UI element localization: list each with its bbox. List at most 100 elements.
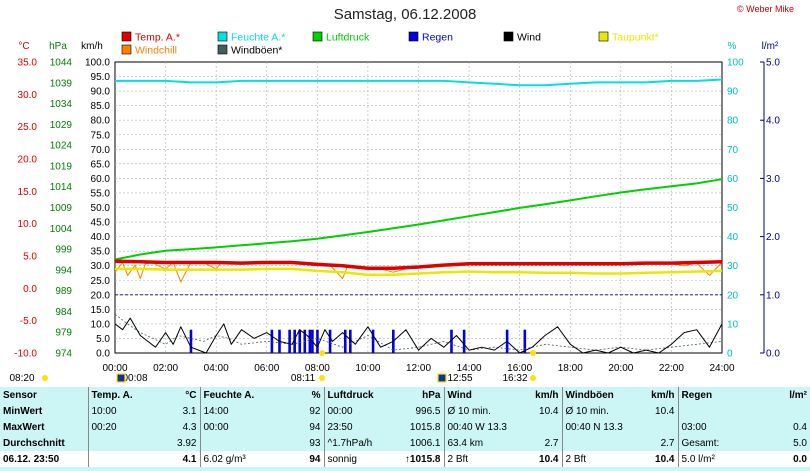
x-axis-tick: 04:00	[204, 363, 229, 374]
rain-axis-tick: 5.0	[766, 58, 780, 69]
windboeen-mean: 2.7	[660, 437, 675, 449]
x-axis-tick: 08:00	[305, 363, 330, 374]
temp-axis-tick: 15.0	[18, 187, 38, 198]
header-temp: Temp. A.	[87, 387, 148, 403]
regen-min	[744, 403, 810, 419]
rain-bar	[189, 329, 193, 353]
windboeen-avg-label: Ø 10 min.	[561, 403, 622, 419]
sun-marker-icon	[530, 375, 536, 381]
header-regen-unit: l/m²	[789, 389, 807, 401]
temp-min-time: 10:00	[87, 403, 148, 419]
rain-bar	[308, 329, 312, 353]
humidity-axis-tick: 10	[727, 319, 739, 330]
temp-axis-tick: 5.0	[23, 252, 37, 263]
row-label: MaxWert	[3, 421, 45, 433]
luftdruck-max-time: 23:50	[323, 419, 384, 435]
temp-max: 4.3	[182, 421, 197, 433]
temp-axis-tick: 20.0	[18, 155, 38, 166]
pressure-axis-tick: 1039	[50, 78, 73, 89]
stats-row-max: MaxWert 00:20 4.3 00:00 94 23:50 1015.8 …	[0, 419, 810, 435]
rain-bar	[270, 329, 274, 353]
regen-current: 0.0	[744, 451, 810, 467]
pressure-axis-unit: hPa	[49, 41, 67, 52]
sun-marker-icon	[530, 350, 536, 356]
header-feuchte-unit: %	[311, 389, 321, 401]
pressure-axis-tick: 1044	[50, 58, 73, 69]
wind-axis-tick: 80.0	[91, 116, 111, 127]
header-windboeen-unit: km/h	[651, 389, 675, 401]
wind-bft: 2 Bft	[443, 451, 506, 467]
windboeen-avg-time	[561, 435, 622, 451]
humidity-axis-tick: 70	[727, 145, 739, 156]
temp-max-time: 00:20	[87, 419, 148, 435]
time-marker-label: 12:55	[447, 373, 472, 384]
regen-total: 5.0	[793, 437, 807, 449]
temp-axis-tick: 25.0	[18, 122, 38, 133]
pressure-axis-tick: 979	[55, 328, 72, 339]
rain-axis-unit: l/m²	[762, 41, 779, 52]
header-temp-unit: °C	[185, 389, 197, 401]
pressure-axis-tick: 994	[55, 265, 72, 276]
temp-axis-tick: 10.0	[18, 219, 38, 230]
wind-max: 00:40 W 13.3	[443, 419, 562, 435]
header-sensor: Sensor	[3, 389, 37, 401]
luftdruck-trend: ^1.7hPa/h	[323, 435, 384, 451]
temp-avg: 3.92	[177, 437, 197, 449]
windboeen-current: 10.4	[622, 451, 678, 467]
wind-axis-tick: 30.0	[91, 261, 111, 272]
copyright-text: © Weber Mike	[737, 4, 794, 14]
wind-axis-tick: 5.0	[96, 334, 110, 345]
wind-axis-tick: 65.0	[91, 159, 111, 170]
wind-run: 63.4 km	[443, 435, 506, 451]
sunrise-icon	[437, 373, 447, 383]
stats-table: Sensor Temp. A. °C Feuchte A. % Luftdruc…	[0, 387, 810, 467]
temp-axis-tick: 35.0	[18, 58, 38, 69]
x-axis-tick: 12:00	[406, 363, 431, 374]
stats-panel: Sensor Temp. A. °C Feuchte A. % Luftdruc…	[0, 387, 810, 471]
rain-bar	[316, 329, 319, 353]
rain-axis-tick: 4.0	[766, 116, 780, 127]
pressure-axis-tick: 1029	[50, 120, 73, 131]
wind-axis-tick: 0.0	[96, 349, 110, 360]
stats-row-avg: Durchschnitt 3.92 93 ^1.7hPa/h 1006.1 63…	[0, 435, 810, 451]
wind-avg-label: Ø 10 min.	[443, 403, 506, 419]
pressure-axis-tick: 1009	[50, 203, 73, 214]
wind-axis-tick: 50.0	[91, 203, 111, 214]
humidity-axis-tick: 100	[727, 58, 744, 69]
header-luftdruck-unit: hPa	[422, 389, 441, 401]
humidity-axis-tick: 50	[727, 203, 739, 214]
legend-label-luftdruck: Luftdruck	[326, 32, 370, 44]
rain-bar	[371, 329, 375, 353]
header-wind: Wind	[443, 387, 506, 403]
luftdruck-max: 1015.8	[409, 421, 441, 433]
pressure-axis-tick: 989	[55, 286, 72, 297]
temp-axis-tick: 0.0	[23, 284, 37, 295]
rain-bar	[288, 329, 291, 353]
series-feuchte	[115, 78, 723, 87]
rain-axis-tick: 3.0	[766, 174, 780, 185]
series-taupunkt	[115, 267, 723, 277]
absolute-humidity: 6.02 g/m³	[199, 451, 268, 467]
page-title: Samstag, 06.12.2008	[333, 6, 477, 23]
wind-axis-tick: 70.0	[91, 145, 111, 156]
legend-swatch-luftdruck	[312, 31, 323, 42]
x-axis-tick: 18:00	[558, 363, 583, 374]
x-axis-tick: 24:00	[709, 363, 734, 374]
luftdruck-current: ↑1015.8	[384, 451, 444, 467]
pressure-axis-tick: 1004	[50, 224, 73, 235]
rain-axis-tick: 1.0	[766, 290, 780, 301]
rain-bar	[450, 329, 453, 353]
regen-total-label: Gesamt:	[677, 435, 744, 451]
legend-label-feuchte: Feuchte A.*	[231, 32, 285, 44]
wind-axis-unit: km/h	[81, 41, 103, 52]
legend-label-temp: Temp. A.*	[135, 32, 180, 44]
temp-axis-unit: °C	[18, 41, 29, 52]
legend-label-taupunkt: Taupunkt*	[612, 32, 659, 44]
x-axis-tick: 14:00	[457, 363, 482, 374]
humidity-axis-tick: 40	[727, 232, 739, 243]
sun-marker-icon	[319, 375, 325, 381]
series-luftdruck	[114, 178, 723, 261]
legend-swatch-wind	[503, 31, 514, 42]
regen-day-total: 5.0 l/m²	[677, 451, 744, 467]
series-wind	[114, 317, 723, 354]
